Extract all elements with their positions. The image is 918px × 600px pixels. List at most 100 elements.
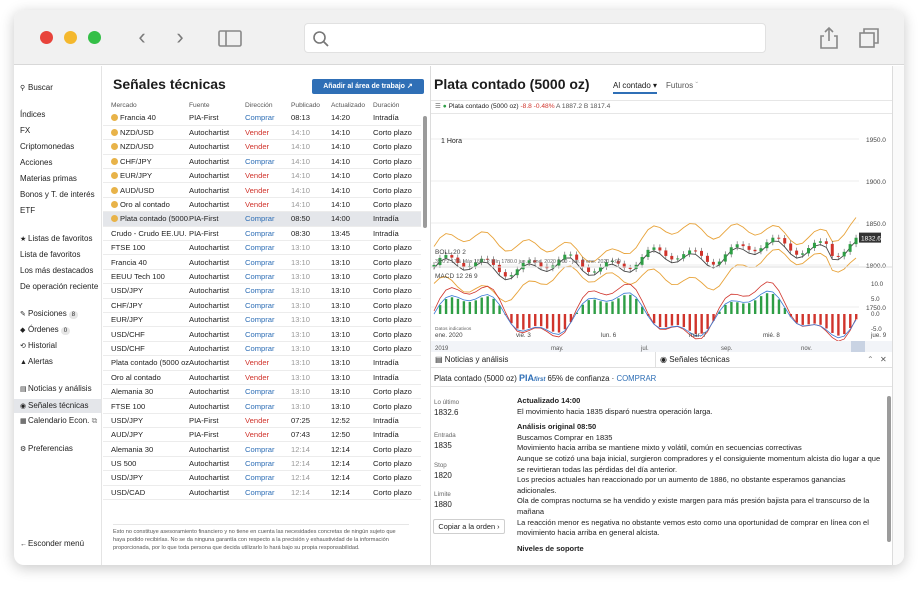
sidebar-item-etf[interactable]: ETF <box>20 206 36 215</box>
table-row[interactable]: EUR/JPY Autochartist Vender 14:10 14:10 Corto… <box>103 168 421 184</box>
live-dot-icon: ● <box>442 103 447 110</box>
sidebar-item-indices[interactable]: Índices <box>20 110 46 119</box>
column-header[interactable]: Publicado <box>291 101 320 109</box>
sidebar-item-alerts[interactable]: ▲Alertas <box>20 357 53 366</box>
column-header[interactable]: Dirección <box>245 101 273 109</box>
expand-icon[interactable]: ⌃ <box>867 355 874 364</box>
cell-upd: 14:10 <box>331 125 373 141</box>
cell-upd: 12:14 <box>331 485 373 501</box>
table-row[interactable]: USD/JPY Autochartist Comprar 13:10 13:10 Cort… <box>103 283 421 299</box>
sidebar-item-history[interactable]: ⟲ Historial <box>20 341 57 350</box>
sidebar-item-watchlist[interactable]: Lista de favoritos <box>20 250 81 259</box>
sidebar-item-recent[interactable]: De operación reciente <box>20 282 99 291</box>
column-header[interactable]: Mercado <box>111 101 137 109</box>
tabs-overview-icon[interactable] <box>856 25 882 51</box>
macd-label: MACD 12 26 9 <box>435 273 478 280</box>
macd-histogram-bar <box>849 314 852 329</box>
table-row[interactable]: AUD/USD Autochartist Vender 14:10 14:10 Corto… <box>103 182 421 198</box>
cell-upd: 14:10 <box>331 197 373 213</box>
table-row[interactable]: USD/JPY Autochartist Comprar 12:14 12:14 Cort… <box>103 470 421 486</box>
cell-text: Autochartist <box>189 156 230 166</box>
forward-icon[interactable]: › <box>176 24 184 49</box>
address-bar[interactable] <box>304 23 766 53</box>
cell-market: AUD/USD <box>103 182 189 198</box>
sidebar-item-calendar[interactable]: ▦Calendario Econ. ⧉ <box>20 416 98 425</box>
table-row[interactable]: Oro al contado Autochartist Vender 14:10 14:… <box>103 197 421 213</box>
table-row[interactable]: Plata contado (5000 oz) Autochartist Vende… <box>103 355 421 371</box>
buy-link[interactable]: COMPRAR <box>616 374 657 383</box>
tab-news[interactable]: ▤ Noticias y análisis <box>435 355 509 364</box>
sidebar-toggle-icon[interactable] <box>217 25 243 51</box>
candle <box>700 250 703 256</box>
table-row[interactable]: NZD/USD Autochartist Vender 14:10 14:10 Corto… <box>103 139 421 155</box>
cell-source: Autochartist <box>189 197 245 213</box>
sidebar-item-news[interactable]: ▤Noticias y análisis <box>20 384 92 393</box>
column-header[interactable]: Actualizado <box>331 101 366 109</box>
table-row[interactable]: CHF/JPY Autochartist Comprar 14:10 14:10 Cort… <box>103 154 421 170</box>
cell-text: EEUU Tech 100 <box>111 271 165 281</box>
tab-signals[interactable]: ◉ Señales técnicas <box>655 352 865 368</box>
table-row[interactable]: CHF/JPY Autochartist Comprar 13:10 13:10 Cort… <box>103 298 421 313</box>
sidebar-item-preferences[interactable]: ⚙ Preferencias <box>20 444 73 453</box>
macd-histogram-bar <box>617 298 620 314</box>
table-row[interactable]: USD/CAD Autochartist Comprar 12:14 12:14 Cort… <box>103 485 421 501</box>
column-header[interactable]: Fuente <box>189 101 210 109</box>
menu-icon[interactable]: ☰ <box>435 103 441 110</box>
back-icon[interactable]: ‹ <box>138 24 146 49</box>
table-row[interactable]: NZD/USD Autochartist Vender 14:10 14:10 Corto… <box>103 125 421 141</box>
sidebar-item-fx[interactable]: FX <box>20 126 31 135</box>
sidebar-item-watchlists[interactable]: ★ Listas de favoritos <box>20 234 93 243</box>
table-row[interactable]: USD/JPY PIA-First Vender 07:25 12:52 Intradía <box>103 413 421 429</box>
minimize-window-button[interactable] <box>64 31 77 44</box>
copy-to-order-button[interactable]: Copiar a la orden › <box>433 519 505 534</box>
close-icon[interactable]: ✕ <box>880 355 887 364</box>
table-row[interactable]: Oro al contado Autochartist Vender 13:10 13:… <box>103 370 421 385</box>
scrollbar[interactable] <box>887 396 891 542</box>
bollinger-middle-band <box>433 240 857 281</box>
sidebar-item-commodities[interactable]: Materias primas <box>20 174 77 183</box>
cell-text: Comprar <box>245 286 275 296</box>
sidebar-item-popular[interactable]: Los más destacados <box>20 266 94 275</box>
navigator-background <box>431 341 893 352</box>
table-row[interactable]: Alemania 30 Autochartist Comprar 13:10 13:10… <box>103 384 421 400</box>
table-row[interactable]: Crudo - Crudo EE.UU. PIA-First Comprar 08:3… <box>103 226 421 242</box>
tab-futures[interactable]: Futuros ˇ <box>666 81 699 90</box>
tab-spot[interactable]: Al contado ▾ <box>613 81 658 94</box>
table-row[interactable]: Plata contado (5000... PIA-First Comprar 08… <box>103 211 421 227</box>
table-row[interactable]: USD/CHF Autochartist Comprar 13:10 13:10 Cort… <box>103 326 421 342</box>
macd-histogram-bar <box>450 297 454 314</box>
hide-menu-button[interactable]: ←Esconder menú <box>20 539 85 548</box>
sidebar-item-shares[interactable]: Acciones <box>20 158 53 167</box>
macd-histogram-bar <box>688 314 691 331</box>
sidebar-item-positions[interactable]: ✎ Posiciones 8 <box>20 309 79 319</box>
close-window-button[interactable] <box>40 31 53 44</box>
column-header[interactable]: Duración <box>373 101 400 109</box>
macd-histogram-bar <box>539 314 543 327</box>
chevron-down-icon: ▾ <box>653 81 658 90</box>
table-row[interactable]: US 500 Autochartist Comprar 12:14 12:14 Corto… <box>103 456 421 472</box>
table-row[interactable]: FTSE 100 Autochartist Comprar 13:10 13:10 Cor… <box>103 240 421 256</box>
sidebar-item-signals[interactable]: ◉ Señales técnicas <box>14 399 101 413</box>
cell-text: Vender <box>245 430 270 440</box>
macd-histogram-bar <box>831 314 834 333</box>
cell-text: Comprar <box>245 343 275 353</box>
table-row[interactable]: EEUU Tech 100 Autochartist Comprar 13:10 13:… <box>103 269 421 285</box>
share-icon[interactable] <box>816 25 842 51</box>
maximize-window-button[interactable] <box>88 31 101 44</box>
cell-source: Autochartist <box>189 168 245 184</box>
table-row[interactable]: Alemania 30 Autochartist Comprar 12:14 12:14… <box>103 441 421 457</box>
table-row[interactable]: Francia 40 Autochartist Comprar 13:10 13:10 C… <box>103 254 421 270</box>
scrollbar[interactable] <box>423 116 427 228</box>
macd-histogram-bar <box>444 299 448 314</box>
table-row[interactable]: AUD/JPY PIA-First Vender 07:43 12:50 Intradía <box>103 427 421 443</box>
add-to-workspace-button[interactable]: Añadir al área de trabajo ↗ <box>312 79 424 94</box>
table-row[interactable]: USD/CHF Autochartist Comprar 13:10 13:10 Cort… <box>103 341 421 357</box>
sidebar-item-orders[interactable]: ◆ Órdenes 0 <box>20 325 71 335</box>
sidebar-item-crypto[interactable]: Criptomonedas <box>20 142 75 151</box>
sidebar-search[interactable]: ⚲ Buscar <box>20 83 53 92</box>
table-row[interactable]: EUR/JPY Autochartist Comprar 13:10 13:10 Cort… <box>103 312 421 328</box>
table-row[interactable]: FTSE 100 Autochartist Comprar 13:10 13:10 Cor… <box>103 398 421 414</box>
table-row[interactable]: Francia 40 PIA-First Comprar 08:13 14:20 Intr… <box>103 111 421 126</box>
sidebar-item-bonds[interactable]: Bonos y T. de interés <box>20 190 95 199</box>
